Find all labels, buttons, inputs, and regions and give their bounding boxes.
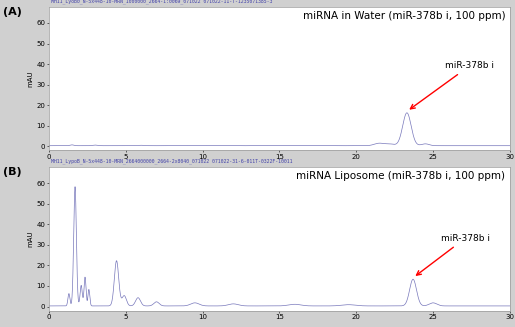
Text: MH11_LyoB0_N-5x448-10-MRN_1000000_2664-1:0069_071022 071022-11-T-1235071385-3: MH11_LyoB0_N-5x448-10-MRN_1000000_2664-1… (51, 0, 272, 4)
Text: (B): (B) (3, 167, 21, 177)
Text: miR-378b i: miR-378b i (410, 61, 494, 109)
Text: miR-378b i: miR-378b i (417, 234, 490, 275)
Text: (A): (A) (3, 7, 22, 17)
Y-axis label: mAU: mAU (28, 231, 33, 247)
Text: miRNA in Water (miR-378b i, 100 ppm): miRNA in Water (miR-378b i, 100 ppm) (303, 11, 505, 21)
Y-axis label: mAU: mAU (28, 70, 33, 87)
Text: miRNA Liposome (miR-378b i, 100 ppm): miRNA Liposome (miR-378b i, 100 ppm) (296, 171, 505, 181)
Text: MH11_LypoB_N-5x448-10-MRN_2664000000_2664-2x8040_071022 071022-31-6-011T-0322F-1: MH11_LypoB_N-5x448-10-MRN_2664000000_266… (51, 158, 293, 164)
